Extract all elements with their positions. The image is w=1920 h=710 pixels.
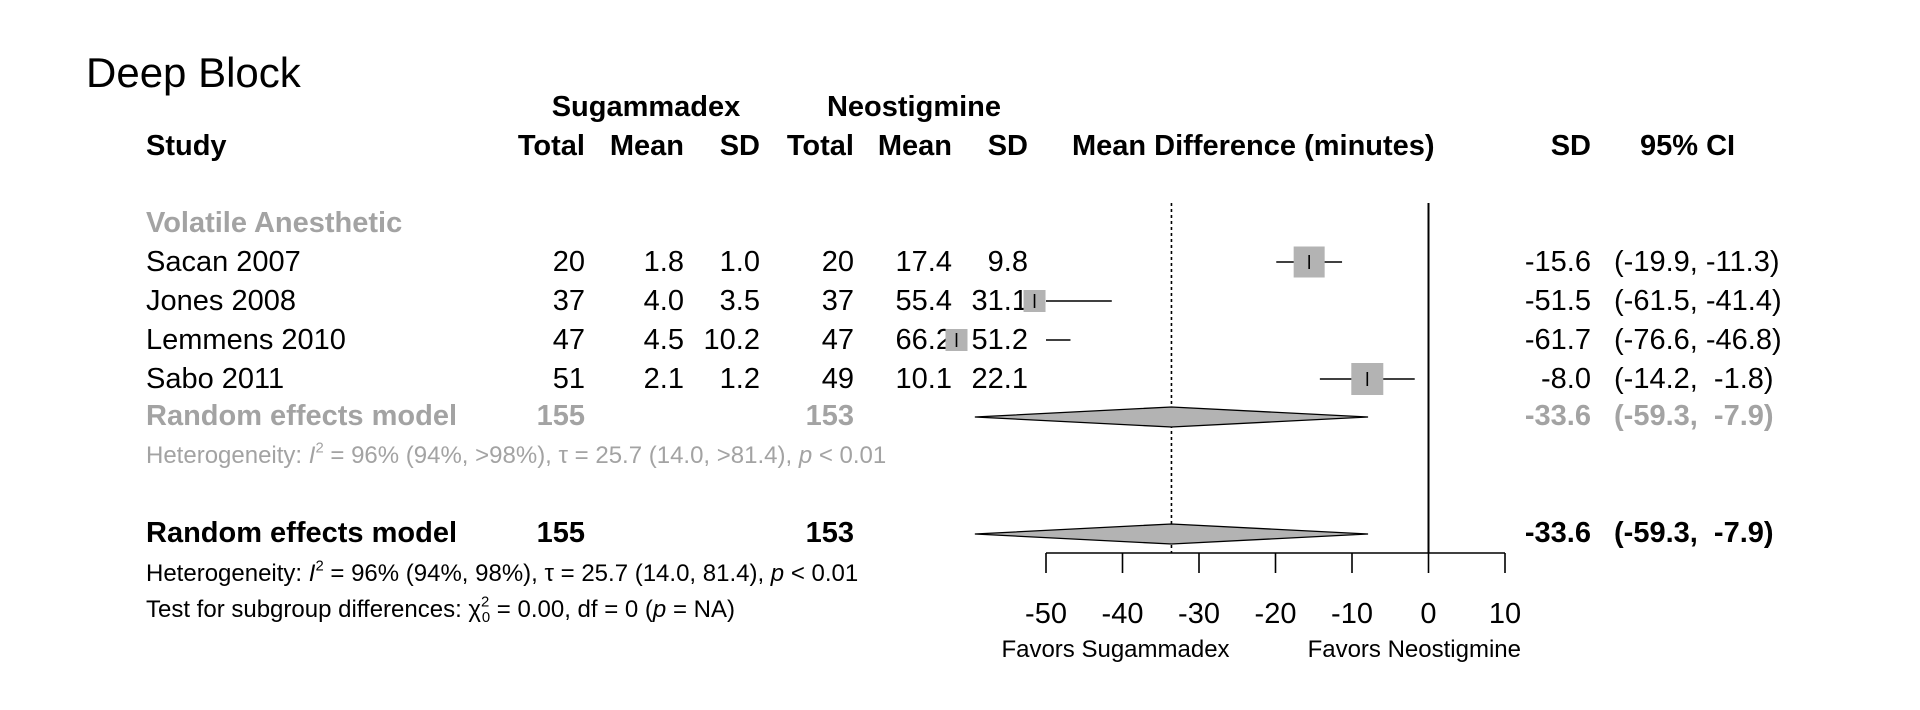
x-tick-label: -20 [1254,598,1297,630]
study-sd1: 3.5 [719,285,760,317]
sd1-col-header: SD [719,130,760,162]
study-total2: 20 [821,246,854,278]
study-ci: (-19.9, -11.3) [1614,246,1780,278]
study-total1: 20 [552,246,585,278]
study-mean1: 4.5 [643,324,684,356]
study-total2: 49 [821,363,854,395]
group1-header: Sugammadex [551,91,741,123]
study-name: Sacan 2007 [146,246,301,278]
study-sd1: 10.2 [703,324,760,356]
study-mean2: 66.2 [895,324,952,356]
x-tick-label: -10 [1331,598,1373,630]
study-total2: 47 [821,324,854,356]
study-estimate: -51.5 [1524,285,1591,317]
overall-total1: 155 [536,517,585,549]
favors-left-label: Favors Sugammadex [1001,636,1230,663]
sd-col-header: SD [1550,130,1591,162]
study-mean2: 17.4 [895,246,952,278]
subgroup-summary-diamond [974,406,1369,428]
overall-model-label: Random effects model [146,517,457,549]
study-mean1: 2.1 [643,363,684,395]
x-tick-label: -50 [1025,598,1067,630]
study-estimate: -15.6 [1524,246,1591,278]
study-ci: (-14.2, -1.8) [1614,363,1774,395]
overall-total2: 153 [805,517,854,549]
study-name: Jones 2008 [146,285,296,317]
sd2-col-header: SD [987,130,1028,162]
study-mean2: 55.4 [895,285,952,317]
x-tick-label: -40 [1101,598,1144,630]
mean2-col-header: Mean [877,130,952,162]
total1-col-header: Total [517,130,585,162]
x-tick-label: -30 [1178,598,1220,630]
study-total1: 47 [552,324,585,356]
study-mean1: 4.0 [643,285,684,317]
subgroup-heterogeneity: Heterogeneity: I2 = 96% (94%, >98%), τ =… [146,440,887,469]
subgroup-label: Volatile Anesthetic [146,207,403,239]
subgroup-ci: (-59.3, -7.9) [1614,400,1774,432]
study-estimate: -8.0 [1541,363,1591,395]
chart-title: Deep Block [86,49,301,96]
subgroup-model-label: Random effects model [146,400,457,432]
study-total1: 51 [552,363,585,395]
study-ci: (-76.6, -46.8) [1614,324,1782,356]
study-name: Lemmens 2010 [146,324,346,356]
study-sd2: 22.1 [971,363,1028,395]
study-total2: 37 [821,285,854,317]
overall-heterogeneity: Heterogeneity: I2 = 96% (94%, 98%), τ = … [146,558,859,587]
subgroup-total2: 153 [805,400,854,432]
study-name: Sabo 2011 [146,363,285,395]
study-estimate: -61.7 [1524,324,1591,356]
study-mean2: 10.1 [895,363,952,395]
overall-summary-diamond [974,523,1369,545]
study-mean1: 1.8 [643,246,684,278]
subgroup-total1: 155 [536,400,585,432]
study-col-header: Study [146,130,227,162]
x-tick-label: 0 [1420,598,1437,630]
ci-col-header: 95% CI [1640,130,1736,162]
group2-header: Neostigmine [826,91,1002,123]
study-sd1: 1.2 [719,363,760,395]
study-total1: 37 [552,285,585,317]
overall-ci: (-59.3, -7.9) [1614,517,1774,549]
study-sd2: 31.1 [971,285,1028,317]
x-tick-label: 10 [1488,598,1522,630]
subgroup-estimate: -33.6 [1524,400,1591,432]
study-sd2: 51.2 [971,324,1028,356]
effect-col-header: Mean Difference (minutes) [1072,130,1435,162]
favors-right-label: Favors Neostigmine [1307,636,1521,663]
total2-col-header: Total [786,130,854,162]
subgroup-difference-test: Test for subgroup differences: χ20 = 0.0… [146,594,735,627]
study-ci: (-61.5, -41.4) [1614,285,1782,317]
study-sd1: 1.0 [719,246,760,278]
study-sd2: 9.8 [987,246,1028,278]
mean1-col-header: Mean [609,130,684,162]
overall-estimate: -33.6 [1524,517,1591,549]
